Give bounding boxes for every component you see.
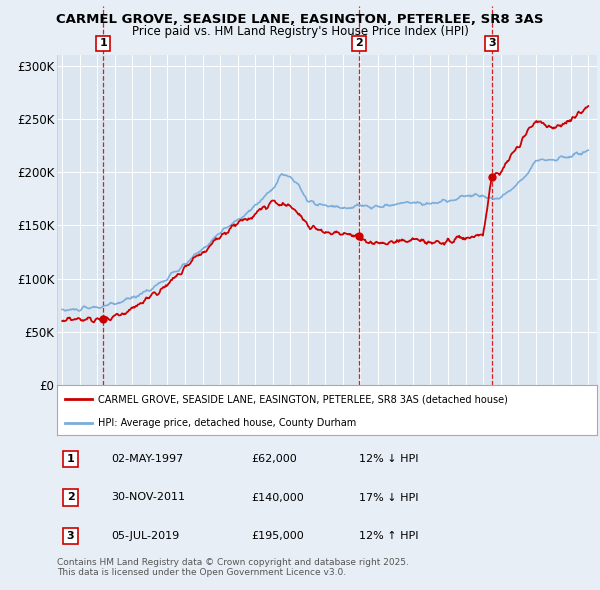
Text: £140,000: £140,000 (251, 493, 304, 503)
Text: 1: 1 (67, 454, 74, 464)
Text: Contains HM Land Registry data © Crown copyright and database right 2025.
This d: Contains HM Land Registry data © Crown c… (57, 558, 409, 577)
Text: CARMEL GROVE, SEASIDE LANE, EASINGTON, PETERLEE, SR8 3AS: CARMEL GROVE, SEASIDE LANE, EASINGTON, P… (56, 13, 544, 26)
Text: 02-MAY-1997: 02-MAY-1997 (111, 454, 183, 464)
Text: 17% ↓ HPI: 17% ↓ HPI (359, 493, 419, 503)
Text: 3: 3 (488, 38, 496, 48)
Text: 2: 2 (67, 493, 74, 503)
Text: 1: 1 (99, 38, 107, 48)
Text: 12% ↓ HPI: 12% ↓ HPI (359, 454, 419, 464)
Text: CARMEL GROVE, SEASIDE LANE, EASINGTON, PETERLEE, SR8 3AS (detached house): CARMEL GROVE, SEASIDE LANE, EASINGTON, P… (97, 394, 508, 404)
Text: 3: 3 (67, 531, 74, 541)
Text: 05-JUL-2019: 05-JUL-2019 (111, 531, 179, 541)
Text: 12% ↑ HPI: 12% ↑ HPI (359, 531, 419, 541)
Text: Price paid vs. HM Land Registry's House Price Index (HPI): Price paid vs. HM Land Registry's House … (131, 25, 469, 38)
Text: 2: 2 (355, 38, 363, 48)
Text: £195,000: £195,000 (251, 531, 304, 541)
Text: 30-NOV-2011: 30-NOV-2011 (111, 493, 185, 503)
Text: £62,000: £62,000 (251, 454, 297, 464)
Text: HPI: Average price, detached house, County Durham: HPI: Average price, detached house, Coun… (97, 418, 356, 428)
